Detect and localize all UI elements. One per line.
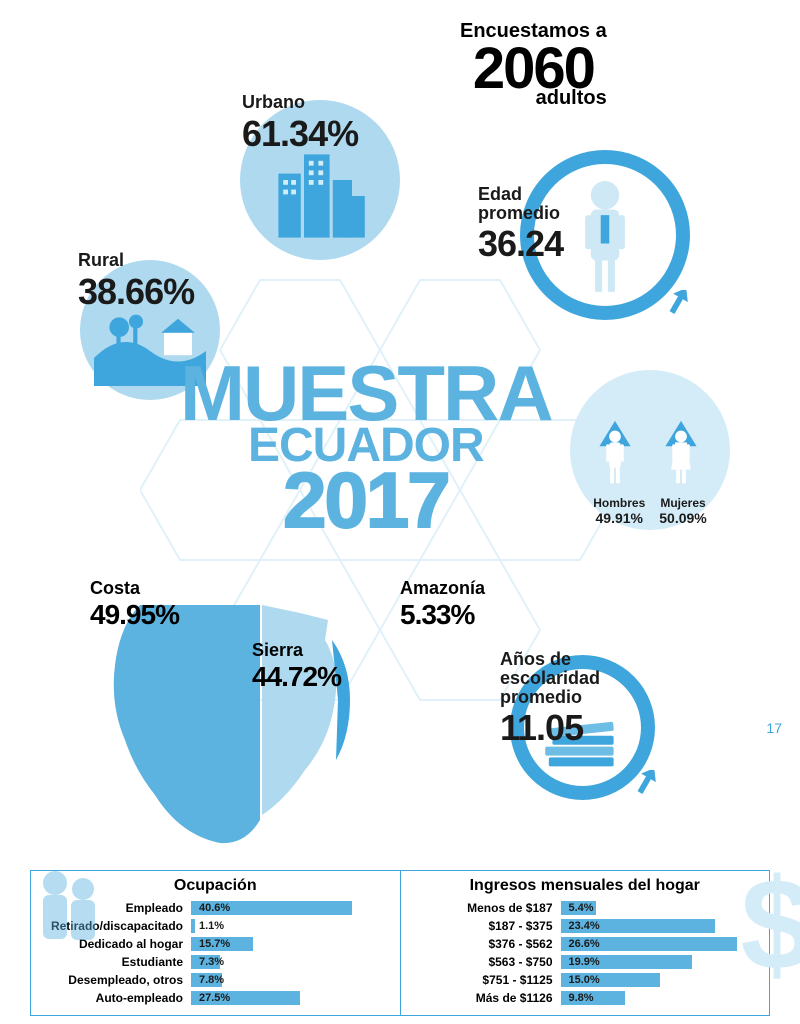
row-label: Estudiante xyxy=(41,955,191,969)
edad-value: 36.24 xyxy=(478,223,563,265)
arrow-icon xyxy=(668,290,702,324)
region-amazonia: Amazonía 5.33% xyxy=(400,578,485,631)
escolaridad-label-block: Años de escolaridad promedio 11.05 xyxy=(500,650,600,749)
row-value: 1.1% xyxy=(199,919,224,933)
costa-value: 49.95% xyxy=(90,599,179,631)
gender-circle: Hombres 49.91% Mujeres 50.09% xyxy=(570,370,730,530)
bar-wrap: 7.3% xyxy=(191,955,390,969)
income-table: $ Ingresos mensuales del hogar Menos de … xyxy=(400,871,770,1015)
occupation-rows: Empleado 40.6% Retirado/discapacitado 1.1% D… xyxy=(41,899,390,1007)
occupation-table: Ocupación Empleado 40.6% Retirado/discapac… xyxy=(31,871,400,1015)
table-row: Menos de $187 5.4% xyxy=(411,899,760,917)
bar xyxy=(191,919,195,933)
row-label: $563 - $750 xyxy=(411,955,561,969)
amazonia-value: 5.33% xyxy=(400,599,485,631)
row-value: 23.4% xyxy=(569,919,600,933)
amazonia-label: Amazonía xyxy=(400,578,485,599)
row-label: $376 - $562 xyxy=(411,937,561,951)
table-row: Empleado 40.6% xyxy=(41,899,390,917)
gender-male: Hombres 49.91% xyxy=(593,416,645,526)
bar-wrap: 15.7% xyxy=(191,937,390,951)
region-sierra: Sierra 44.72% xyxy=(252,640,341,693)
arrow-icon-2 xyxy=(636,770,670,804)
bar-wrap: 23.4% xyxy=(561,919,760,933)
row-label: Menos de $187 xyxy=(411,901,561,915)
row-value: 7.3% xyxy=(199,955,224,969)
female-value: 50.09% xyxy=(659,510,706,526)
row-value: 26.6% xyxy=(569,937,600,951)
female-icon xyxy=(659,416,703,496)
main-title: MUESTRA ECUADOR 2017 xyxy=(180,360,552,533)
row-value: 15.0% xyxy=(569,973,600,987)
bar-wrap: 27.5% xyxy=(191,991,390,1005)
row-label: $751 - $1125 xyxy=(411,973,561,987)
rural-value: 38.66% xyxy=(78,271,194,313)
table-row: Más de $1126 9.8% xyxy=(411,989,760,1007)
row-value: 15.7% xyxy=(199,937,230,951)
urbano-label-block: Urbano 61.34% xyxy=(242,92,358,155)
table-row: $563 - $750 19.9% xyxy=(411,953,760,971)
bar-wrap: 1.1% xyxy=(191,919,390,933)
income-rows: Menos de $187 5.4% $187 - $375 23.4% $376 - … xyxy=(411,899,760,1007)
row-label: $187 - $375 xyxy=(411,919,561,933)
table-row: $376 - $562 26.6% xyxy=(411,935,760,953)
bar-wrap: 19.9% xyxy=(561,955,760,969)
urbano-value: 61.34% xyxy=(242,113,358,155)
male-icon xyxy=(593,416,637,496)
occupation-header: Ocupación xyxy=(41,877,390,895)
sierra-label: Sierra xyxy=(252,640,341,661)
page-number: 17 xyxy=(766,720,782,736)
gender-female: Mujeres 50.09% xyxy=(659,416,706,526)
row-value: 7.8% xyxy=(199,973,224,987)
row-value: 19.9% xyxy=(569,955,600,969)
edad-label: Edad promedio xyxy=(478,185,563,223)
rural-label-block: Rural 38.66% xyxy=(78,250,194,313)
escolaridad-value: 11.05 xyxy=(500,707,600,749)
costa-label: Costa xyxy=(90,578,179,599)
row-label: Desempleado, otros xyxy=(41,973,191,987)
row-label: Más de $1126 xyxy=(411,991,561,1005)
female-label: Mujeres xyxy=(659,496,706,510)
row-label: Empleado xyxy=(41,901,191,915)
title-line3: 2017 xyxy=(180,467,552,533)
table-row: Estudiante 7.3% xyxy=(41,953,390,971)
row-label: Dedicado al hogar xyxy=(41,937,191,951)
sierra-value: 44.72% xyxy=(252,661,341,693)
bar-wrap: 9.8% xyxy=(561,991,760,1005)
bar-wrap: 40.6% xyxy=(191,901,390,915)
table-row: Desempleado, otros 7.8% xyxy=(41,971,390,989)
row-label: Auto-empleado xyxy=(41,991,191,1005)
table-row: $187 - $375 23.4% xyxy=(411,917,760,935)
urbano-label: Urbano xyxy=(242,92,358,113)
bar-wrap: 26.6% xyxy=(561,937,760,951)
bar-wrap: 7.8% xyxy=(191,973,390,987)
row-value: 5.4% xyxy=(569,901,594,915)
male-value: 49.91% xyxy=(593,510,645,526)
row-value: 27.5% xyxy=(199,991,230,1005)
escolaridad-label: Años de escolaridad promedio xyxy=(500,650,600,707)
survey-count: Encuestamos a 2060 adultos xyxy=(460,20,607,110)
rural-label: Rural xyxy=(78,250,194,271)
table-row: Auto-empleado 27.5% xyxy=(41,989,390,1007)
table-row: $751 - $1125 15.0% xyxy=(411,971,760,989)
row-value: 40.6% xyxy=(199,901,230,915)
row-value: 9.8% xyxy=(569,991,594,1005)
table-row: Retirado/discapacitado 1.1% xyxy=(41,917,390,935)
region-costa: Costa 49.95% xyxy=(90,578,179,631)
male-label: Hombres xyxy=(593,496,645,510)
row-label: Retirado/discapacitado xyxy=(41,919,191,933)
data-tables: Ocupación Empleado 40.6% Retirado/discapac… xyxy=(30,870,770,1016)
title-line1: MUESTRA xyxy=(180,360,552,426)
table-row: Dedicado al hogar 15.7% xyxy=(41,935,390,953)
bar-wrap: 5.4% xyxy=(561,901,760,915)
edad-label-block: Edad promedio 36.24 xyxy=(478,185,563,265)
bar-wrap: 15.0% xyxy=(561,973,760,987)
income-header: Ingresos mensuales del hogar xyxy=(411,877,760,895)
